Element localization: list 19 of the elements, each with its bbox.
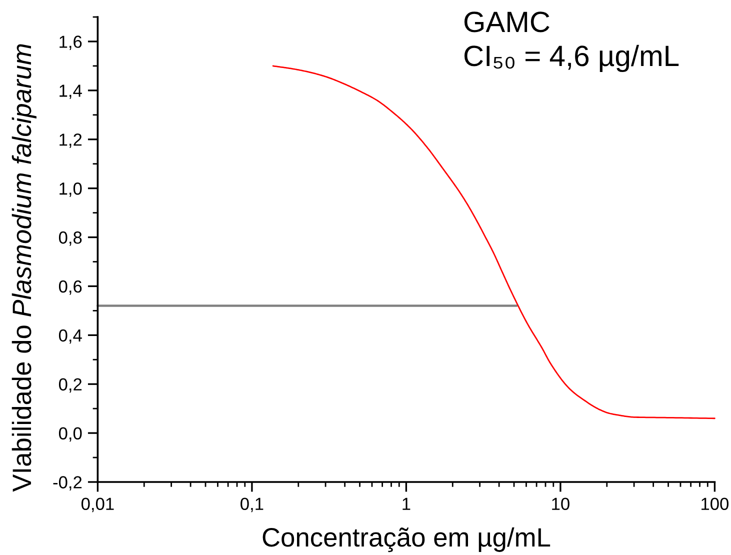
y-tick-label: 1,6 xyxy=(60,36,82,50)
y-tick-label: -0,2 xyxy=(53,476,82,491)
x-tick-label: 1 xyxy=(402,498,410,510)
x-tick-label: 0,01 xyxy=(81,498,114,512)
y-tick-label: 1,0 xyxy=(60,182,82,197)
x-tick-label: 0,1 xyxy=(240,498,264,512)
y-tick-label: 0,0 xyxy=(58,427,82,442)
x-tick-label: 100 xyxy=(702,498,729,510)
y-tick-label: 1,2 xyxy=(60,134,82,148)
y-tick-label: 1,4 xyxy=(60,84,82,99)
y-tick-label: 0,4 xyxy=(58,329,82,344)
annotation: CI₅₀ = 4,6 µg/mL xyxy=(464,44,679,72)
x-tick-label: 10 xyxy=(552,498,570,510)
annotation: GAMC xyxy=(464,12,550,32)
x-axis-title: Concentração em µg/mL xyxy=(262,527,550,552)
y-tick-label: 0,2 xyxy=(58,378,82,393)
y-tick-label: 0,6 xyxy=(58,280,82,295)
y-axis-title: VIabilidade do Plasmodium falciparum xyxy=(12,44,36,492)
y-tick-label: 0,8 xyxy=(58,231,82,246)
